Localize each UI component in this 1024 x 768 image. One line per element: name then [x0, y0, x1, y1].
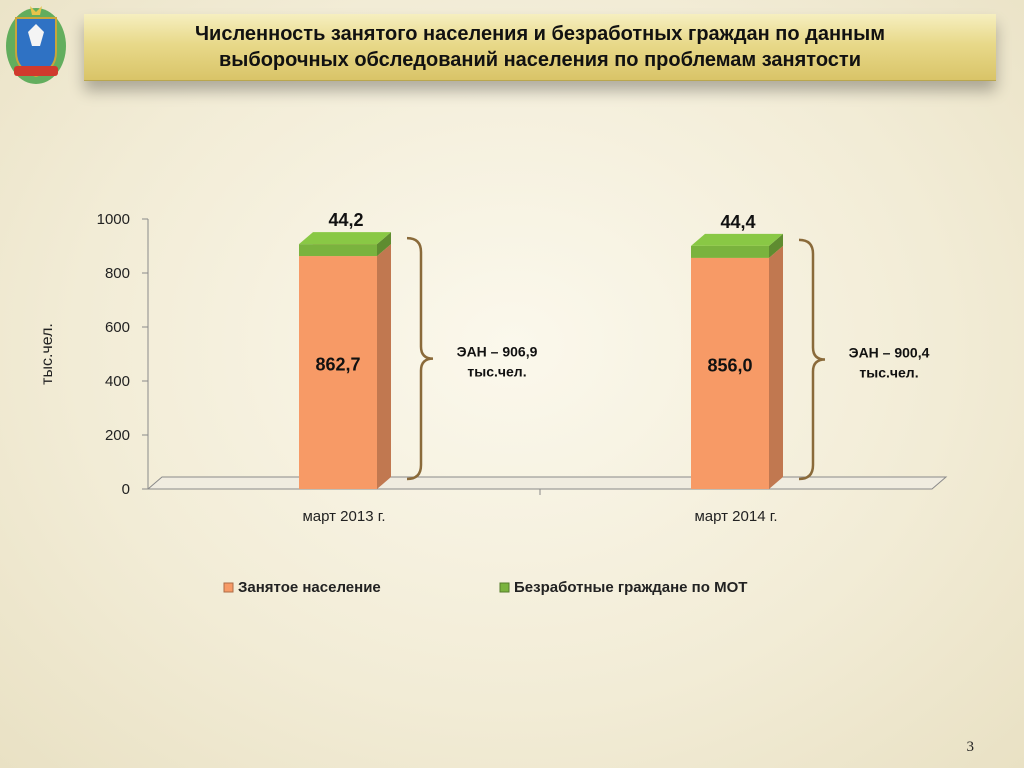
- y-tick-label: 800: [105, 265, 130, 282]
- annotation-text: тыс.чел.: [467, 364, 526, 380]
- annotation-text: ЭАН – 900,4: [849, 344, 930, 360]
- title-bar: Численность занятого населения и безрабо…: [84, 14, 996, 81]
- y-tick-label: 200: [105, 427, 130, 444]
- bar-segment: [299, 244, 391, 489]
- bar-top-face: [691, 233, 783, 246]
- curly-brace: [406, 236, 434, 481]
- page-number: 3: [966, 739, 975, 755]
- chart-floor: [146, 476, 948, 490]
- y-tick-label: 600: [105, 319, 130, 336]
- data-label-employed: 862,7: [315, 354, 360, 374]
- coat-of-arms-icon: [6, 6, 66, 84]
- annotation-text: ЭАН – 906,9: [457, 344, 538, 360]
- bar-segment: [299, 232, 391, 257]
- y-tick-label: 400: [105, 373, 130, 390]
- x-tick-label: март 2014 г.: [694, 508, 777, 525]
- bar-front-face: [299, 244, 377, 257]
- y-tick-label: 0: [122, 481, 130, 498]
- bar-front-face: [691, 245, 769, 258]
- y-tick-label: 1000: [97, 211, 130, 228]
- legend-label: Безработные граждане по МОТ: [514, 579, 747, 596]
- legend-swatch: [499, 582, 510, 593]
- bar-side-face: [377, 232, 391, 257]
- curly-brace: [798, 238, 826, 481]
- legend-label: Занятое население: [238, 579, 381, 596]
- data-label-unemployed: 44,2: [328, 210, 363, 230]
- bar-top-face: [299, 232, 391, 245]
- bar-front-face: [691, 257, 769, 489]
- x-tick-label: март 2013 г.: [302, 508, 385, 525]
- bar-side-face: [769, 233, 783, 258]
- page-title: Численность занятого населения и безрабо…: [195, 23, 885, 71]
- data-label-employed: 856,0: [707, 355, 752, 375]
- bar-side-face: [377, 244, 391, 489]
- bar-side-face: [769, 245, 783, 489]
- bar-segment: [691, 233, 783, 258]
- legend-swatch: [223, 582, 234, 593]
- y-axis-label: тыс.чел.: [39, 323, 56, 385]
- annotation-text: тыс.чел.: [859, 364, 918, 380]
- data-label-unemployed: 44,4: [720, 212, 755, 232]
- bar-front-face: [299, 256, 377, 489]
